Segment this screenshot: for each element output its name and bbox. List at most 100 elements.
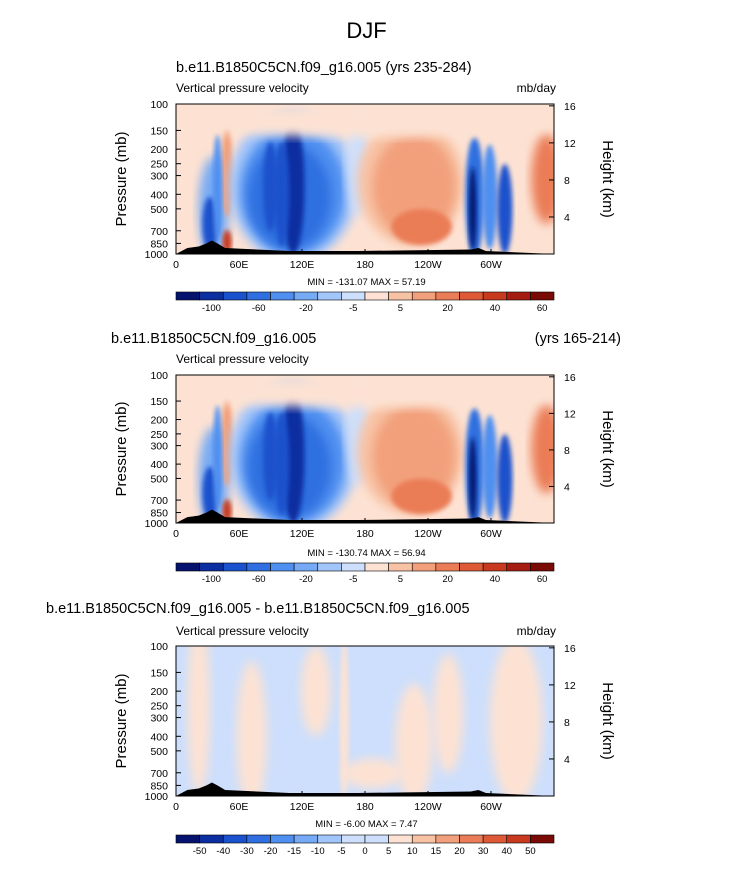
colorbar-label: 0 (362, 846, 367, 857)
pressure-tick-label: 100 (150, 641, 168, 653)
pressure-tick-label: 500 (150, 204, 168, 216)
colorbar-swatch (530, 291, 555, 301)
colorbar-label: -5 (337, 846, 345, 857)
longitude-tick-label: 120W (414, 528, 442, 540)
height-tick-label: 16 (564, 643, 576, 655)
pressure-tick-label: 250 (150, 159, 168, 171)
colorbar-label: 40 (490, 574, 501, 585)
longitude-tick-label: 120E (290, 528, 315, 540)
longitude-tick-label: 180 (356, 259, 374, 271)
colorbar-label: 20 (454, 846, 465, 857)
panel-3-plot-area (176, 646, 554, 796)
panel-2-contour-region (213, 404, 223, 509)
longitude-tick-label: 120E (290, 259, 315, 271)
colorbar-swatch (293, 291, 319, 301)
pressure-tick-label: 500 (150, 473, 168, 485)
pressure-tick-label: 400 (150, 731, 168, 743)
colorbar-swatch (270, 834, 295, 844)
panel-1-contour-region (262, 141, 279, 232)
panel-1-contour-region (213, 134, 223, 239)
colorbar-swatch (459, 562, 484, 572)
panel-3-contour-region (489, 646, 543, 796)
pressure-tick-label: 700 (150, 768, 168, 780)
panel-1-plot-area (176, 104, 554, 254)
colorbar-swatch (459, 291, 484, 301)
colorbar-swatch (411, 291, 437, 301)
pressure-tick-label: 300 (150, 171, 168, 183)
longitude-tick-label: 0 (173, 528, 179, 540)
y-axis-label-pressure: Pressure (mb) (113, 673, 130, 768)
colorbar-swatch (341, 291, 366, 301)
panel-1-subtitle: b.e11.B1850C5CN.f09_g16.005 (yrs 235-284… (176, 60, 472, 76)
pressure-tick-label: 200 (150, 144, 168, 156)
colorbar-swatch (175, 291, 200, 301)
colorbar-swatch (435, 562, 460, 572)
longitude-tick-label: 60W (480, 259, 502, 271)
pressure-tick-label: 1000 (145, 518, 169, 530)
colorbar-swatch (435, 834, 460, 844)
panel-2-left-string: Vertical pressure velocity (176, 352, 309, 366)
panel-3-contour-region (339, 646, 349, 796)
colorbar-swatch (482, 291, 508, 301)
colorbar-label: -60 (252, 574, 266, 585)
longitude-tick-label: 60E (230, 528, 249, 540)
colorbar-label: 5 (386, 846, 391, 857)
colorbar-swatch (482, 562, 508, 572)
colorbar-label: 30 (478, 846, 489, 857)
colorbar-label: 20 (442, 574, 453, 585)
panel-1-contour-region (176, 107, 554, 137)
panel-1-min-max: MIN = -131.07 MAX = 57.19 (307, 277, 426, 288)
panel-1-contour-region (482, 144, 498, 250)
colorbar-swatch (364, 291, 389, 301)
figure-title: DJF (346, 18, 387, 43)
height-tick-label: 12 (564, 408, 576, 420)
height-tick-label: 16 (564, 101, 576, 113)
colorbar-swatch (411, 834, 437, 844)
pressure-tick-label: 700 (150, 495, 168, 507)
longitude-tick-label: 60W (480, 801, 502, 813)
pressure-tick-label: 250 (150, 429, 168, 441)
pressure-tick-label: 850 (150, 238, 168, 250)
panel-1-topography (176, 240, 554, 254)
panel-1-contour-region (497, 164, 513, 254)
colorbar-swatch (530, 562, 555, 572)
colorbar-swatch (506, 834, 531, 844)
pressure-tick-label: 400 (150, 459, 168, 471)
colorbar-swatch (199, 834, 224, 844)
colorbar-swatch (270, 562, 295, 572)
colorbar-swatch (175, 562, 200, 572)
panel-3-contour-region (342, 758, 403, 789)
pressure-tick-label: 250 (150, 701, 168, 713)
colorbar-label: -60 (252, 303, 266, 314)
colorbar-swatch (246, 834, 271, 844)
panel-2-contour-region (176, 377, 554, 408)
colorbar-swatch (388, 291, 413, 301)
height-tick-label: 4 (564, 212, 570, 224)
pressure-tick-label: 700 (150, 226, 168, 238)
colorbar-swatch (530, 834, 555, 844)
pressure-tick-label: 150 (150, 396, 168, 408)
panel-2-contour-region (262, 412, 279, 501)
panel-2-contour-region (482, 414, 498, 519)
panel-3-contour-region (433, 653, 464, 774)
colorbar-swatch (317, 562, 342, 572)
panel-3-contour-region (187, 646, 211, 796)
colorbar-swatch (482, 834, 508, 844)
height-tick-label: 12 (564, 138, 576, 150)
colorbar-swatch (388, 562, 413, 572)
panel-1-units: mb/day (516, 81, 556, 95)
colorbar-label: -100 (202, 303, 221, 314)
height-tick-label: 8 (564, 445, 570, 457)
colorbar-swatch (506, 291, 531, 301)
colorbar-swatch (364, 562, 389, 572)
colorbar-label: 40 (490, 303, 501, 314)
colorbar-swatch (435, 291, 460, 301)
panel-2-years: (yrs 165-214) (534, 331, 621, 347)
pressure-tick-label: 1000 (145, 791, 169, 803)
panel-2-contour-region (531, 404, 554, 494)
panel-2-contour-region (468, 437, 477, 521)
pressure-tick-label: 500 (150, 746, 168, 758)
colorbar-label: -10 (311, 846, 325, 857)
colorbar-label: -20 (299, 574, 313, 585)
